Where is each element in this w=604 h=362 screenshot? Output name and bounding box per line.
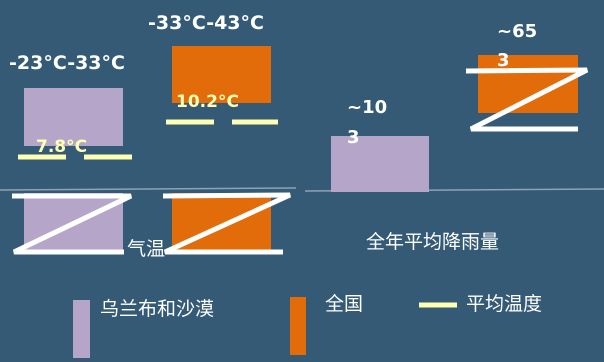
axis-break-z-desert xyxy=(12,193,133,255)
rain-label-national: ~65 3 xyxy=(497,21,543,71)
range-label-national: -33°C-43°C xyxy=(148,12,264,34)
axis-break-z-national xyxy=(162,192,292,255)
temperature-axis-line xyxy=(0,187,297,191)
temperature-category-label: 气温 xyxy=(127,238,165,260)
legend-label-avg: 平均温度 xyxy=(466,293,542,315)
legend-swatch-national xyxy=(290,297,306,355)
legend-swatch-desert xyxy=(73,300,90,358)
legend-label-national: 全国 xyxy=(325,293,363,315)
axis-break-z-rain xyxy=(465,67,589,132)
bar-temp-national-upper xyxy=(172,46,271,103)
avg-label-national: 10.2°C xyxy=(176,92,239,112)
bar-temp-desert-upper xyxy=(24,88,123,146)
range-label-desert: -23°C-33°C xyxy=(9,52,125,74)
legend-label-desert: 乌兰布和沙漠 xyxy=(100,298,214,320)
rain-label-desert: ~10 3 xyxy=(347,97,393,148)
bar-rain-desert xyxy=(331,136,429,192)
rainfall-category-label: 全年平均降雨量 xyxy=(366,231,499,253)
avg-label-desert: 7.8°C xyxy=(36,137,87,157)
